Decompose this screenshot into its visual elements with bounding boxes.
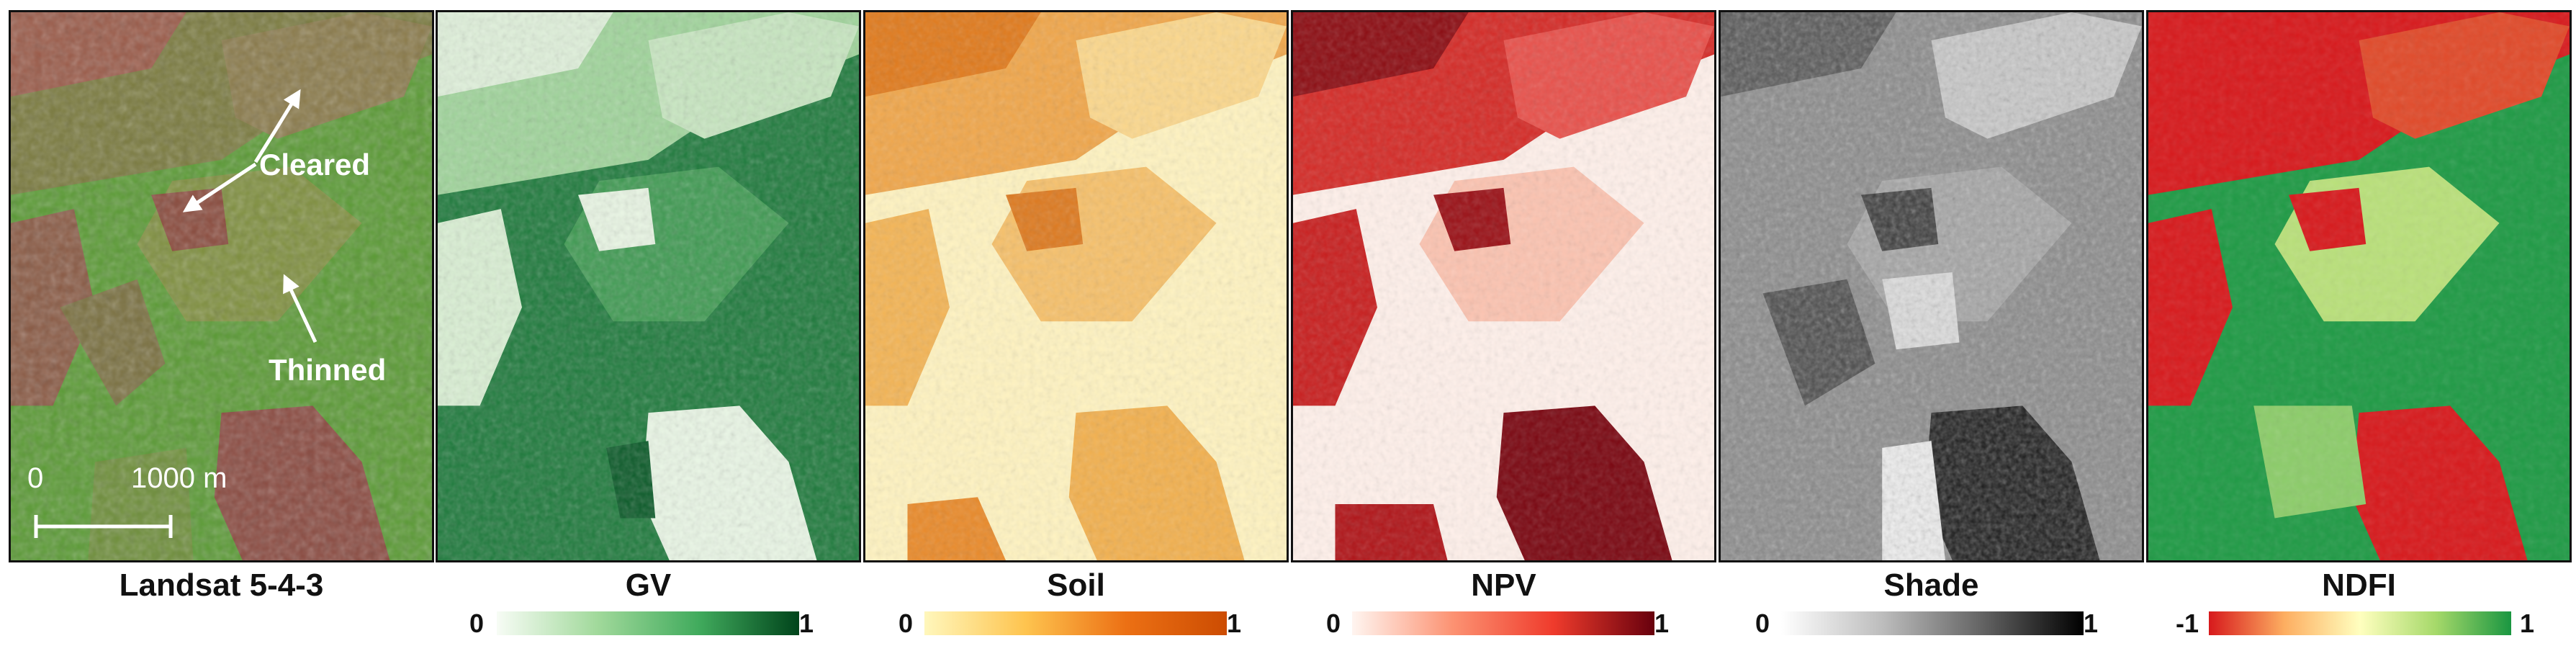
ndfi-scale-max: 1 — [2520, 609, 2535, 638]
panel-title-soil: Soil — [1047, 568, 1105, 603]
gv-map-panel — [436, 10, 861, 562]
panel-title-gv: GV — [625, 568, 672, 603]
gv-scale-max: 1 — [799, 609, 814, 638]
scalebar-end-label: 1000 m — [131, 462, 228, 494]
panel-title-ndfi: NDFI — [2322, 568, 2396, 603]
soil-colorbar — [924, 611, 1227, 635]
shade-map-panel — [1719, 10, 2144, 562]
ndfi-map-panel — [2146, 10, 2572, 562]
shade-scale-min: 0 — [1755, 609, 1770, 638]
npv-map-panel — [1291, 10, 1716, 562]
npv-scale-min: 0 — [1326, 609, 1341, 638]
soil-scale-max: 1 — [1227, 609, 1242, 638]
shade-colorbar — [1781, 611, 2084, 635]
landsat-image-panel — [9, 10, 434, 562]
npv-scale-max: 1 — [1654, 609, 1670, 638]
annotation-cleared: Cleared — [259, 148, 371, 181]
annotation-thinned: Thinned — [269, 353, 387, 387]
npv-colorbar — [1352, 611, 1654, 635]
ndfi-scale-min: -1 — [2176, 609, 2199, 638]
panel-title-shade: Shade — [1883, 568, 1979, 603]
panel-title-landsat: Landsat 5-4-3 — [119, 568, 324, 603]
gv-colorbar — [497, 611, 799, 635]
shade-scale-max: 1 — [2084, 609, 2099, 638]
soil-map-panel — [863, 10, 1289, 562]
panel-title-npv: NPV — [1471, 568, 1536, 603]
ndfi-colorbar — [2209, 611, 2511, 635]
gv-scale-min: 0 — [469, 609, 485, 638]
scalebar-start-label: 0 — [27, 462, 44, 494]
soil-scale-min: 0 — [899, 609, 914, 638]
